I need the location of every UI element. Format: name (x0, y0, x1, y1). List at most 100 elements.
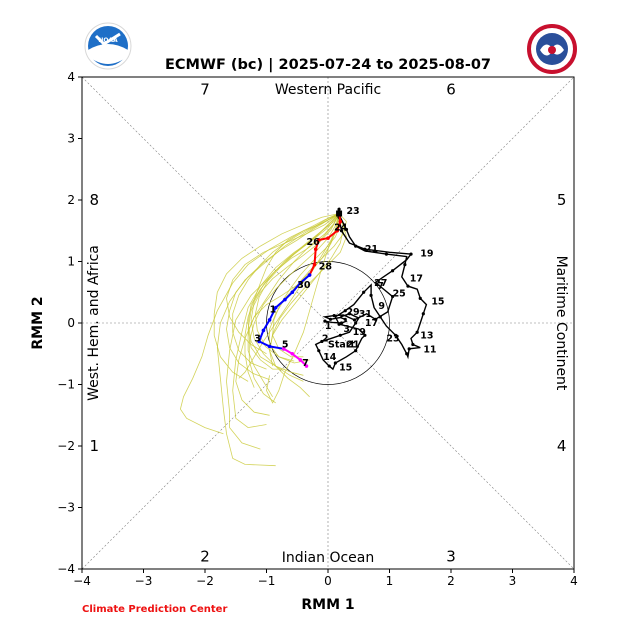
observed-point (363, 247, 367, 251)
observed-point (339, 229, 344, 233)
mean-start-marker (336, 210, 343, 217)
footer-credit: Climate Prediction Center (82, 604, 228, 615)
y-tick-label: 2 (67, 193, 75, 207)
observed-point (407, 347, 411, 351)
observed-point (323, 319, 327, 323)
phase-label: 8 (90, 191, 100, 209)
observed-point (394, 333, 398, 337)
day-label: Start (328, 340, 355, 351)
mean-point (316, 238, 321, 242)
day-label: 21 (365, 244, 378, 255)
observed-point (378, 315, 382, 319)
mean-point (313, 247, 318, 251)
observed-point (320, 339, 324, 344)
observed-point (337, 322, 341, 326)
day-label: 27 (374, 278, 387, 289)
phase-label: 2 (200, 548, 210, 566)
mean-point (298, 281, 303, 285)
nws-logo (527, 24, 577, 74)
day-label: 14 (323, 352, 337, 363)
region-bottom: Indian Ocean (282, 550, 374, 566)
x-tick-label: −1 (258, 574, 276, 588)
x-tick-label: 1 (386, 574, 394, 588)
phase-label: 1 (90, 437, 100, 455)
day-label: 7 (302, 358, 309, 369)
mean-point (290, 351, 295, 356)
y-tick-label: 0 (67, 316, 75, 330)
observed-point (347, 312, 352, 316)
ensemble-member-line (238, 213, 340, 379)
observed-point (317, 349, 321, 353)
day-label: 1 (325, 321, 332, 332)
region-right: Maritime Continent (553, 256, 569, 391)
day-label: 13 (420, 330, 433, 341)
observed-point (373, 317, 377, 321)
day-label: 24 (334, 223, 348, 234)
mean-point (312, 262, 317, 267)
observed-point (403, 262, 407, 267)
observed-point (369, 293, 373, 297)
x-tick-label: 4 (570, 574, 578, 588)
x-tick-label: −3 (135, 574, 153, 588)
day-label: 29 (346, 307, 359, 318)
noaa-logo-text: NOAA (98, 37, 118, 44)
observed-point (344, 227, 349, 232)
y-tick-label: 3 (67, 132, 75, 146)
day-label: 23 (386, 333, 399, 344)
phase-label: 3 (446, 548, 456, 566)
ensemble-member-line (235, 213, 340, 416)
observed-point (352, 318, 357, 322)
observed-point (354, 244, 358, 248)
day-label: 1 (270, 304, 277, 315)
noaa-logo: NOAA (84, 22, 132, 70)
observed-point (327, 364, 331, 368)
day-label: 19 (353, 327, 366, 338)
y-tick-label: −2 (57, 439, 75, 453)
observed-line (314, 207, 428, 371)
observed-point (362, 290, 366, 294)
x-tick-label: 3 (509, 574, 517, 588)
observed-point (421, 312, 425, 316)
day-label: 17 (365, 318, 378, 329)
mean-point (335, 228, 340, 233)
phase-label: 4 (557, 437, 567, 455)
day-label: 15 (431, 296, 444, 307)
day-label: 3 (254, 333, 261, 344)
mean-segment-line (283, 347, 308, 367)
day-label: 19 (420, 249, 433, 260)
y-axis-label: RMM 2 (30, 296, 46, 349)
day-label: 28 (319, 261, 333, 272)
observed-point (343, 317, 347, 321)
observed-point (328, 317, 333, 321)
day-label: 9 (378, 301, 385, 312)
observed-point (338, 333, 342, 337)
y-tick-label: −4 (57, 562, 75, 576)
phase-label: 6 (446, 80, 456, 98)
ensemble-mean-track (257, 210, 343, 368)
ensemble-member-line (244, 213, 340, 388)
observed-point (390, 269, 395, 273)
y-tick-label: 4 (67, 70, 75, 84)
day-label: 17 (410, 274, 423, 285)
day-label: 11 (423, 344, 436, 355)
region-left: West. Hem. and Africa (86, 245, 102, 401)
ensemble-member-line (232, 213, 340, 429)
day-label: 5 (282, 340, 289, 351)
observed-point (405, 352, 409, 356)
mean-point (326, 236, 330, 240)
day-label: 7 (377, 281, 384, 292)
day-label: 31 (359, 309, 372, 320)
phase-label: 5 (557, 191, 567, 209)
ensemble-member-line (254, 213, 340, 362)
day-label: 26 (306, 237, 320, 248)
mean-point (267, 318, 272, 322)
unit-circle (266, 261, 390, 385)
mean-point (273, 305, 278, 310)
observed-point (363, 333, 367, 337)
ensemble-member-line (269, 213, 344, 398)
ensemble-member-line (216, 213, 340, 467)
observed-point (354, 349, 358, 353)
